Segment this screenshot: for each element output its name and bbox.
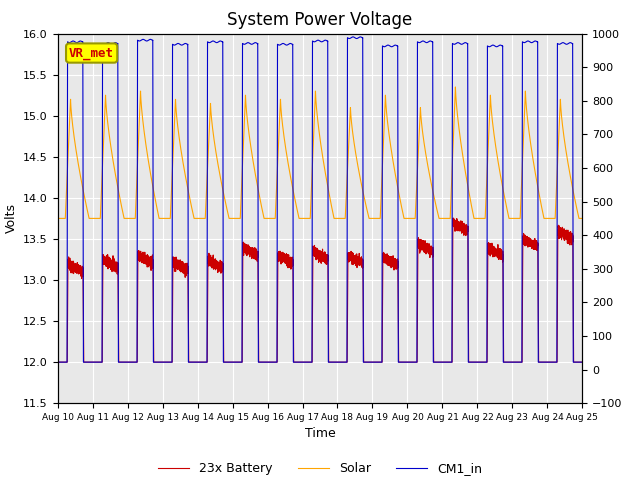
X-axis label: Time: Time xyxy=(305,428,335,441)
Legend: 23x Battery, Solar, CM1_in: 23x Battery, Solar, CM1_in xyxy=(153,457,487,480)
Solar xyxy=(572,198,579,204)
23x Battery xyxy=(577,359,585,365)
Solar xyxy=(388,155,396,161)
23x Battery xyxy=(290,354,298,360)
23x Battery xyxy=(449,215,457,221)
Text: VR_met: VR_met xyxy=(69,47,114,60)
Line: CM1_in: CM1_in xyxy=(58,37,582,362)
Solar xyxy=(452,84,460,90)
23x Battery xyxy=(388,261,396,266)
Solar xyxy=(290,190,298,195)
Solar xyxy=(577,216,585,221)
Title: System Power Voltage: System Power Voltage xyxy=(227,11,413,29)
CM1_in xyxy=(577,359,585,365)
Solar xyxy=(54,216,61,221)
23x Battery xyxy=(54,359,61,365)
23x Battery xyxy=(572,359,579,365)
23x Battery xyxy=(579,359,586,365)
CM1_in xyxy=(349,34,357,40)
23x Battery xyxy=(524,242,532,248)
CM1_in xyxy=(579,359,586,365)
CM1_in xyxy=(388,44,396,49)
CM1_in xyxy=(524,38,532,44)
23x Battery xyxy=(510,359,518,365)
Solar xyxy=(510,216,518,221)
CM1_in xyxy=(54,359,61,365)
Solar xyxy=(579,216,586,221)
Y-axis label: Volts: Volts xyxy=(4,204,17,233)
Line: Solar: Solar xyxy=(58,87,582,218)
Solar xyxy=(524,122,532,128)
CM1_in xyxy=(572,359,579,365)
CM1_in xyxy=(290,359,298,365)
Line: 23x Battery: 23x Battery xyxy=(58,218,582,362)
CM1_in xyxy=(510,359,518,365)
